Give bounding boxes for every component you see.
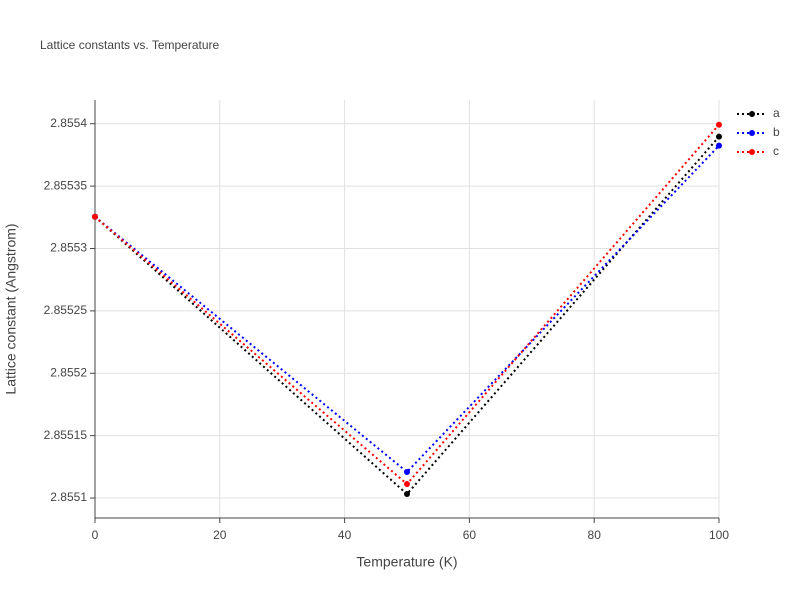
point — [716, 133, 722, 140]
series-line — [94, 124, 720, 486]
x-tick-label: 0 — [92, 528, 99, 542]
x-tick-label: 60 — [463, 528, 477, 542]
y-tick-label: 2.8554 — [50, 116, 87, 130]
legend-marker — [749, 130, 755, 136]
point — [404, 491, 410, 498]
y-tick-label: 2.85515 — [44, 428, 88, 442]
y-tick-label: 2.8553 — [50, 241, 87, 255]
legend-marker — [749, 149, 755, 155]
legend-label: b — [773, 125, 780, 139]
series-line — [94, 144, 720, 474]
point — [404, 468, 410, 475]
legend-item[interactable]: b — [737, 125, 780, 139]
point — [92, 213, 98, 220]
point — [716, 121, 722, 128]
y-tick-label: 2.85525 — [44, 303, 88, 317]
point — [404, 481, 410, 488]
point — [716, 142, 722, 149]
x-tick-label: 100 — [709, 528, 729, 542]
y-axis-title: Lattice constant (Angstrom) — [3, 223, 19, 394]
y-tick-label: 2.85535 — [44, 178, 88, 192]
legend-item[interactable]: c — [737, 144, 779, 158]
x-tick-label: 80 — [588, 528, 602, 542]
series-line — [94, 136, 720, 496]
y-tick-label: 2.8552 — [50, 365, 87, 379]
legend-label: a — [773, 106, 780, 120]
legend-item[interactable]: a — [737, 106, 780, 120]
x-tick-label: 40 — [338, 528, 352, 542]
x-tick-label: 20 — [213, 528, 227, 542]
x-axis-title: Temperature (K) — [356, 554, 457, 570]
legend-marker — [749, 111, 755, 117]
legend-label: c — [773, 144, 779, 158]
y-tick-label: 2.8551 — [50, 490, 87, 504]
chart-title: Lattice constants vs. Temperature — [40, 38, 220, 52]
